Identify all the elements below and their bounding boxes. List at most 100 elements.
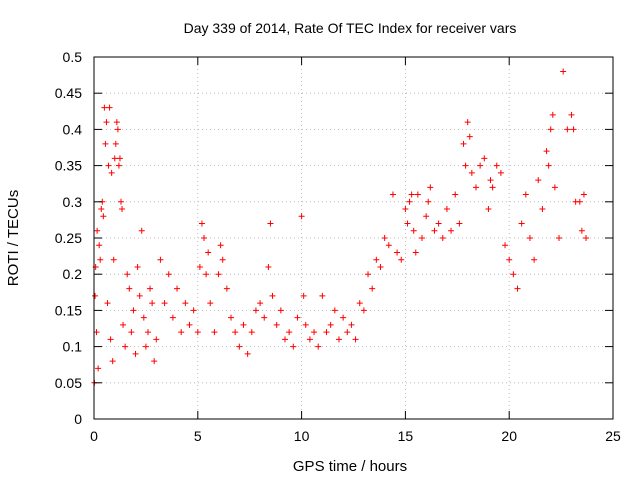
data-point (506, 256, 513, 263)
data-point (267, 220, 274, 227)
data-point (113, 119, 120, 126)
data-point (196, 263, 203, 270)
data-point (130, 307, 137, 314)
data-point (96, 242, 103, 249)
y-tick-label: 0.15 (55, 302, 82, 318)
data-point (244, 350, 251, 357)
data-point (551, 184, 558, 191)
data-point (560, 68, 567, 75)
data-point (294, 314, 301, 321)
data-point (134, 263, 141, 270)
data-point (95, 365, 102, 372)
x-tick-label: 10 (294, 428, 310, 444)
data-point (110, 256, 117, 263)
data-point (151, 358, 158, 365)
data-point (570, 126, 577, 133)
data-point (115, 162, 122, 169)
data-point (161, 300, 168, 307)
x-tick-label: 20 (501, 428, 517, 444)
data-point (205, 249, 212, 256)
data-point (149, 300, 156, 307)
data-point (489, 184, 496, 191)
data-point (190, 307, 197, 314)
data-point (103, 119, 110, 126)
data-point (165, 271, 172, 278)
data-point (522, 191, 529, 198)
data-point (497, 169, 504, 176)
data-point (311, 329, 318, 336)
data-point (398, 256, 405, 263)
data-point (389, 191, 396, 198)
data-point (452, 191, 459, 198)
data-point (101, 104, 108, 111)
data-point (232, 329, 239, 336)
grid-lines (94, 57, 613, 419)
data-point (111, 155, 118, 162)
y-tick-label: 0.05 (55, 375, 82, 391)
data-point (219, 256, 226, 263)
data-point (576, 198, 583, 205)
data-point (360, 307, 367, 314)
chart-title: Day 339 of 2014, Rate Of TEC Index for r… (184, 20, 517, 36)
data-point (365, 271, 372, 278)
data-point (126, 285, 133, 292)
data-point (306, 336, 313, 343)
data-point (236, 343, 243, 350)
data-point (477, 162, 484, 169)
data-point (352, 336, 359, 343)
data-point (456, 220, 463, 227)
data-point (543, 148, 550, 155)
data-point (223, 285, 230, 292)
y-tick-label: 0.5 (63, 49, 83, 65)
data-point (404, 220, 411, 227)
x-tick-label: 15 (398, 428, 414, 444)
data-point (381, 235, 388, 241)
data-point (419, 235, 426, 241)
data-point (147, 285, 154, 292)
y-tick-labels: 0 0.05 0.1 0.15 0.2 0.25 0.3 0.35 0.4 0.45 0.5 (55, 49, 82, 427)
data-point (468, 169, 475, 176)
data-point (136, 292, 143, 299)
data-point (117, 198, 124, 205)
data-point (462, 162, 469, 169)
data-point (257, 300, 264, 307)
data-point (108, 169, 115, 176)
data-point (119, 206, 126, 213)
plot-frame (93, 56, 614, 420)
data-point (132, 350, 139, 357)
data-point (178, 329, 185, 336)
data-point (201, 235, 208, 241)
data-point (128, 329, 135, 336)
data-point (109, 358, 116, 365)
data-point (217, 242, 224, 249)
y-tick-label: 0.2 (63, 266, 83, 282)
data-point (107, 336, 114, 343)
data-point (261, 314, 268, 321)
y-tick-label: 0.4 (63, 121, 83, 137)
data-point (356, 300, 363, 307)
data-point (98, 206, 105, 213)
data-point (182, 300, 189, 307)
data-point (97, 256, 104, 263)
data-point (92, 292, 99, 299)
data-point (122, 343, 129, 350)
data-point (105, 162, 112, 169)
data-point (435, 220, 442, 227)
data-point (431, 227, 438, 234)
x-tick-label: 25 (605, 428, 621, 444)
data-point (412, 249, 419, 256)
data-point (144, 329, 151, 336)
y-tick-label: 0.35 (55, 158, 82, 174)
data-point (464, 119, 471, 126)
data-point (290, 343, 297, 350)
data-point (315, 343, 322, 350)
data-point (331, 307, 338, 314)
data-point (203, 271, 210, 278)
data-point (269, 292, 276, 299)
data-point (556, 235, 563, 241)
data-point (369, 285, 376, 292)
data-point (186, 321, 193, 328)
data-point (580, 191, 587, 198)
data-point (408, 191, 415, 198)
